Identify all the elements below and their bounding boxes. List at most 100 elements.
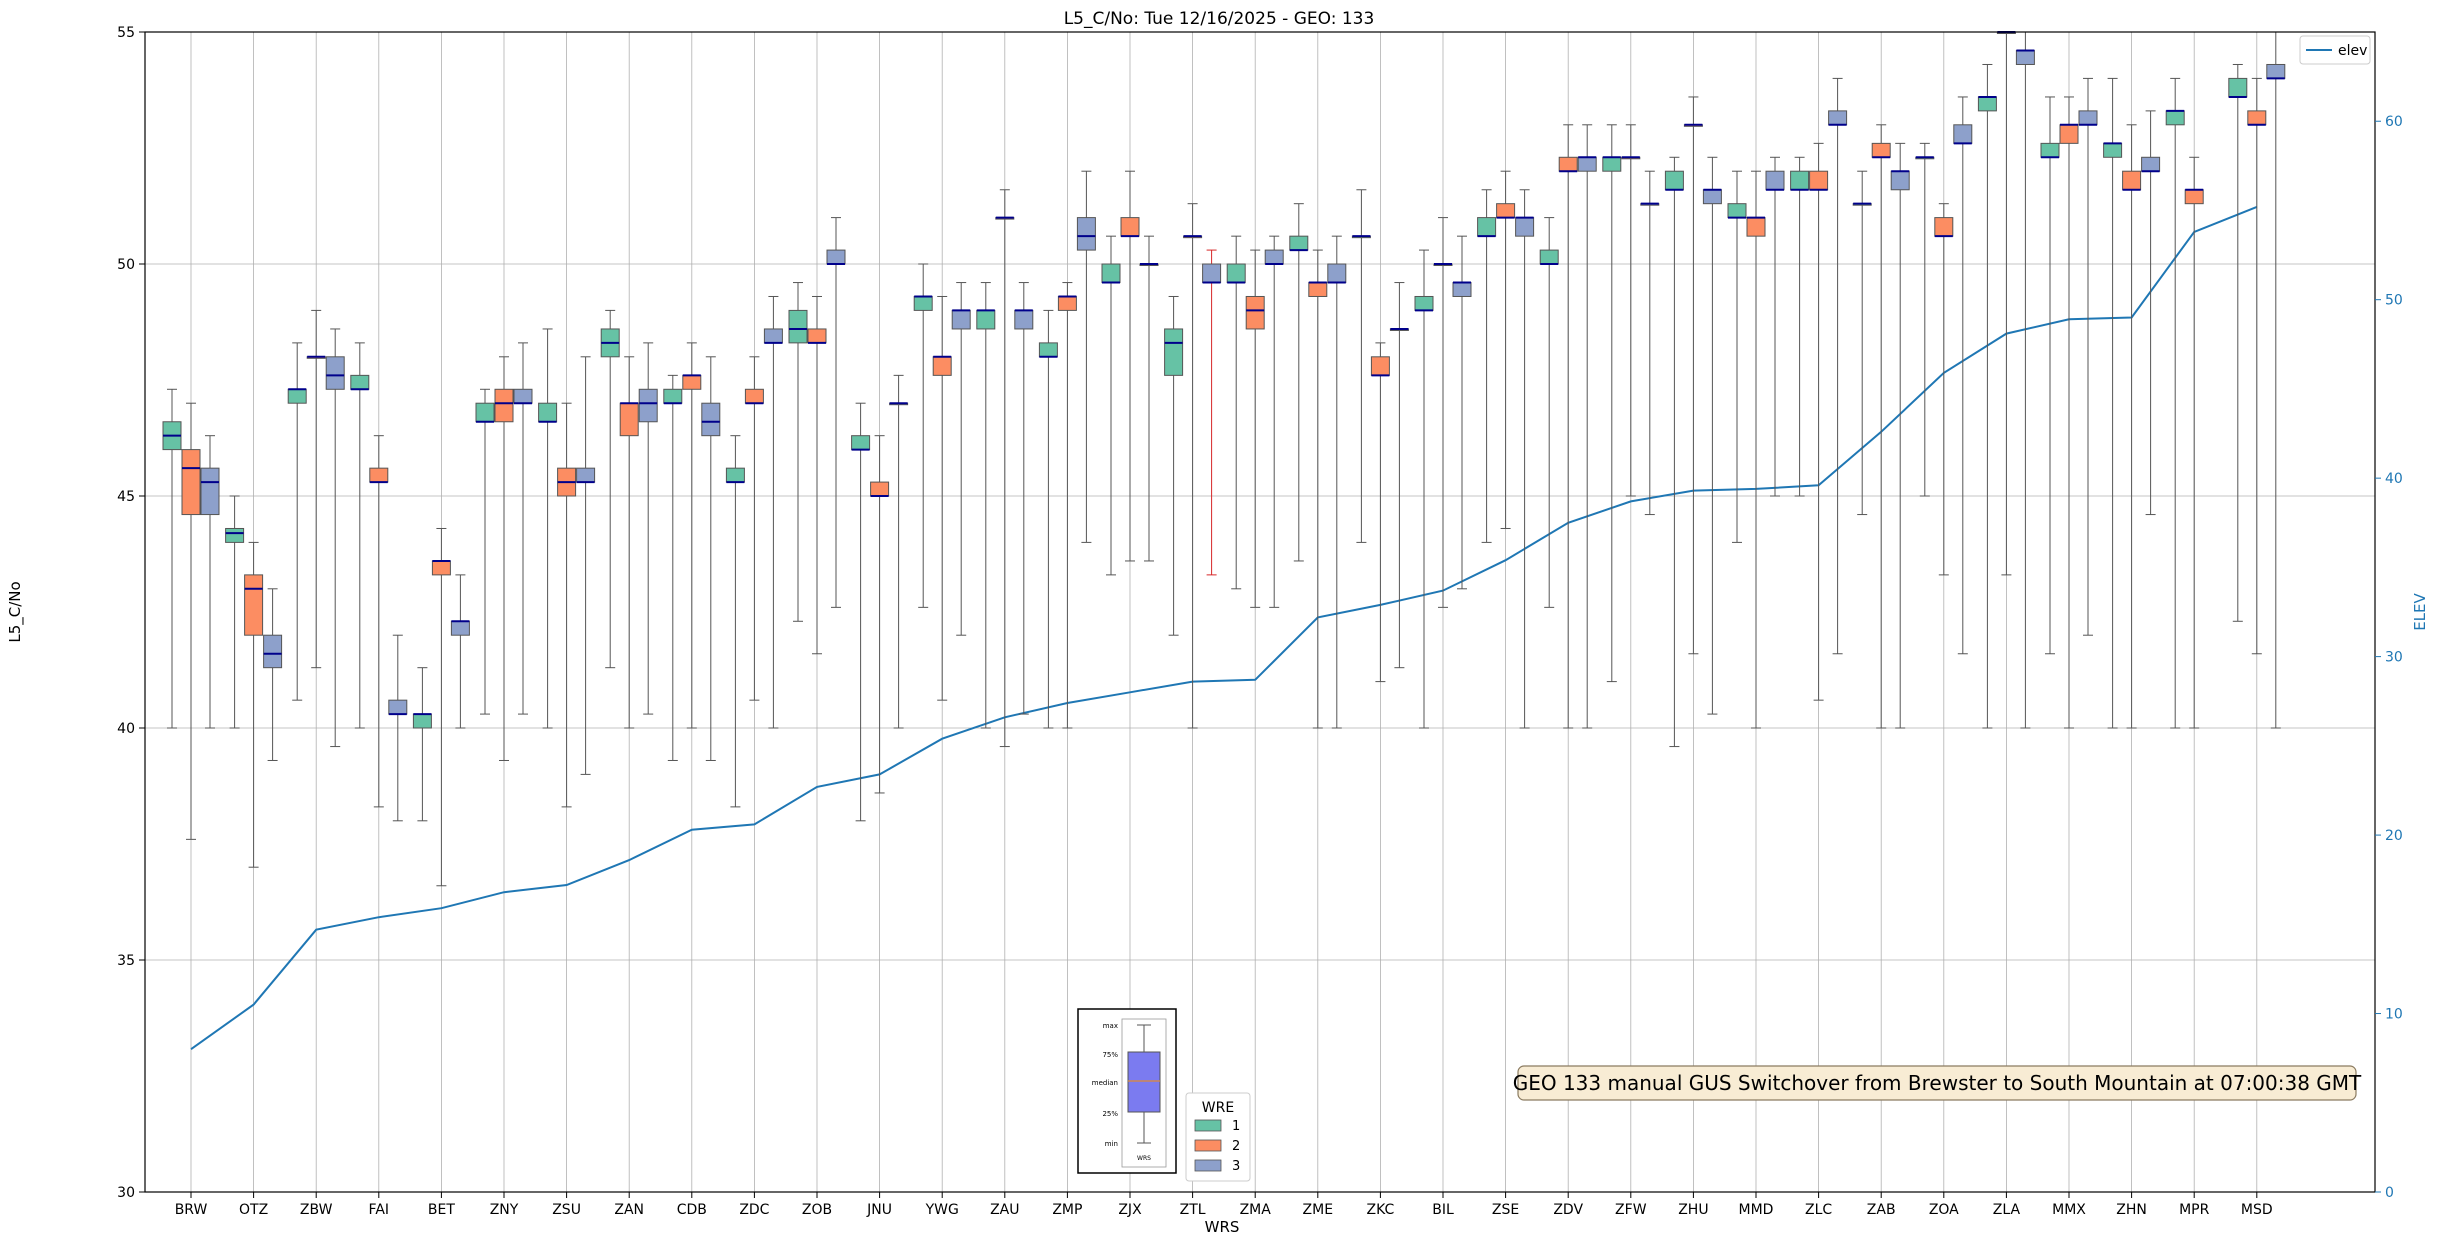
box-brw-wre2 [181, 402, 201, 840]
x-tick-label: ZLA [1993, 1202, 2021, 1218]
box-zdv-wre2 [1558, 124, 1578, 729]
box-iqr [932, 356, 952, 376]
y2-axis-label: ELEV [2411, 592, 2429, 630]
wre-legend-label-2: 2 [1232, 1139, 1240, 1154]
box-iqr [225, 527, 245, 543]
box-zhu-wre3 [1702, 156, 1722, 715]
box-zbw-wre2 [306, 309, 326, 669]
box-iqr [682, 374, 702, 390]
box-iqr [1809, 170, 1829, 191]
x-tick-label: ZAB [1867, 1202, 1896, 1218]
box-zdv-wre3 [1577, 124, 1597, 729]
box-zme-wre3 [1327, 235, 1347, 729]
box-iqr [2040, 142, 2060, 158]
box-iqr [2165, 110, 2185, 126]
box-brw-wre3 [200, 435, 220, 729]
box-iqr [1038, 342, 1058, 358]
y-axis-left: 30 35 40 45 50 55 [117, 25, 145, 1201]
x-tick-label: ZOA [1929, 1202, 1959, 1218]
box-msd-wre1 [2228, 63, 2248, 622]
x-tick-label: BRW [175, 1202, 208, 1218]
y-tick-label: 50 [117, 257, 135, 273]
box-msd-wre2 [2247, 77, 2267, 655]
y2-tick-label: 0 [2385, 1185, 2394, 1201]
x-tick-label: ZAN [614, 1202, 644, 1218]
box-zbw-wre1 [287, 342, 307, 701]
wre-legend-swatch-3 [1194, 1159, 1222, 1172]
x-tick-label: MPR [2179, 1202, 2210, 1218]
wre-legend-title: WRE [1202, 1100, 1234, 1116]
y2-tick-label: 20 [2385, 828, 2403, 844]
box-iqr [1539, 249, 1559, 265]
box-iqr [1515, 217, 1535, 237]
box-iqr [1245, 295, 1265, 330]
switchover-annotation: GEO 133 manual GUS Switchover from Brews… [1513, 1065, 2362, 1101]
box-iqr [2184, 189, 2204, 205]
box-iqr [725, 467, 745, 483]
box-zla-wre2 [1996, 31, 2016, 576]
box-iqr [450, 620, 470, 636]
box-iqr [788, 309, 808, 344]
box-iqr [2247, 110, 2267, 126]
box-iqr [475, 402, 495, 423]
box-key-label-q1: 25% [1102, 1110, 1118, 1118]
box-zdc-wre2 [744, 356, 764, 701]
wre-legend-label-3: 3 [1232, 1159, 1240, 1174]
box-iqr [1790, 170, 1810, 191]
box-iqr [1934, 217, 1954, 237]
box-iqr [619, 402, 639, 437]
box-zny-wre1 [475, 388, 495, 715]
box-bet-wre3 [450, 574, 470, 729]
x-tick-label: MSD [2241, 1202, 2273, 1218]
box-zfw-wre2 [1621, 124, 1641, 497]
box-ywg-wre3 [951, 282, 971, 636]
box-plots [162, 31, 2286, 887]
box-iqr [1057, 295, 1077, 311]
box-zse-wre2 [1496, 170, 1516, 529]
box-ztl-wre1 [1164, 295, 1184, 636]
box-iqr [2103, 142, 2123, 158]
x-tick-label: ZME [1303, 1202, 1334, 1218]
box-iqr [1327, 263, 1347, 284]
box-zoa-wre1 [1915, 142, 1935, 497]
y-tick-label: 40 [117, 721, 135, 737]
box-iqr [513, 388, 533, 404]
box-iqr [1953, 124, 1973, 144]
box-iqr [576, 467, 596, 483]
box-iqr [744, 388, 764, 404]
x-tick-label: ZHN [2116, 1202, 2147, 1218]
box-zse-wre1 [1477, 189, 1497, 543]
y2-tick-label: 40 [2385, 471, 2403, 487]
box-iqr [1746, 217, 1766, 237]
box-iqr [369, 467, 389, 483]
box-otz-wre1 [225, 495, 245, 729]
box-jnu-wre2 [870, 435, 890, 794]
box-key-inset: max 75% median 25% min WRS [1077, 1008, 1177, 1174]
box-zdc-wre3 [763, 295, 783, 729]
box-iqr [325, 356, 345, 390]
box-bil-wre3 [1452, 235, 1472, 590]
box-fai-wre2 [369, 435, 389, 808]
x-tick-label: ZBW [300, 1202, 333, 1218]
box-iqr [200, 467, 220, 516]
box-iqr [1828, 110, 1848, 126]
box-key-label-min: min [1105, 1140, 1118, 1148]
box-iqr [2228, 77, 2248, 98]
x-tick-label: ZSU [552, 1202, 581, 1218]
box-iqr [1727, 203, 1747, 219]
box-iqr [1496, 203, 1516, 219]
box-zab-wre3 [1890, 142, 1910, 729]
x-tick-label: BIL [1432, 1202, 1454, 1218]
y2-tick-label: 10 [2385, 1007, 2403, 1023]
box-zjx-wre2 [1120, 170, 1140, 562]
box-iqr [350, 374, 370, 390]
box-iqr [412, 713, 432, 729]
box-zma-wre1 [1226, 235, 1246, 590]
x-tick-label: CDB [677, 1202, 707, 1218]
box-iqr [287, 388, 307, 404]
x-tick-label: ZDV [1553, 1202, 1583, 1218]
y-axis-label: L5_C/No [6, 581, 25, 642]
box-zma-wre2 [1245, 249, 1265, 608]
wre-legend-frame [1185, 1092, 1251, 1182]
